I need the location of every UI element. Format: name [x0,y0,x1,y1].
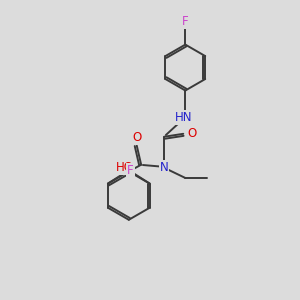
Text: F: F [127,164,134,177]
Text: O: O [187,127,196,140]
Text: F: F [182,15,189,28]
Text: N: N [160,161,169,174]
Text: HO: HO [116,161,134,175]
Text: O: O [132,131,141,144]
Text: HN: HN [175,111,193,124]
